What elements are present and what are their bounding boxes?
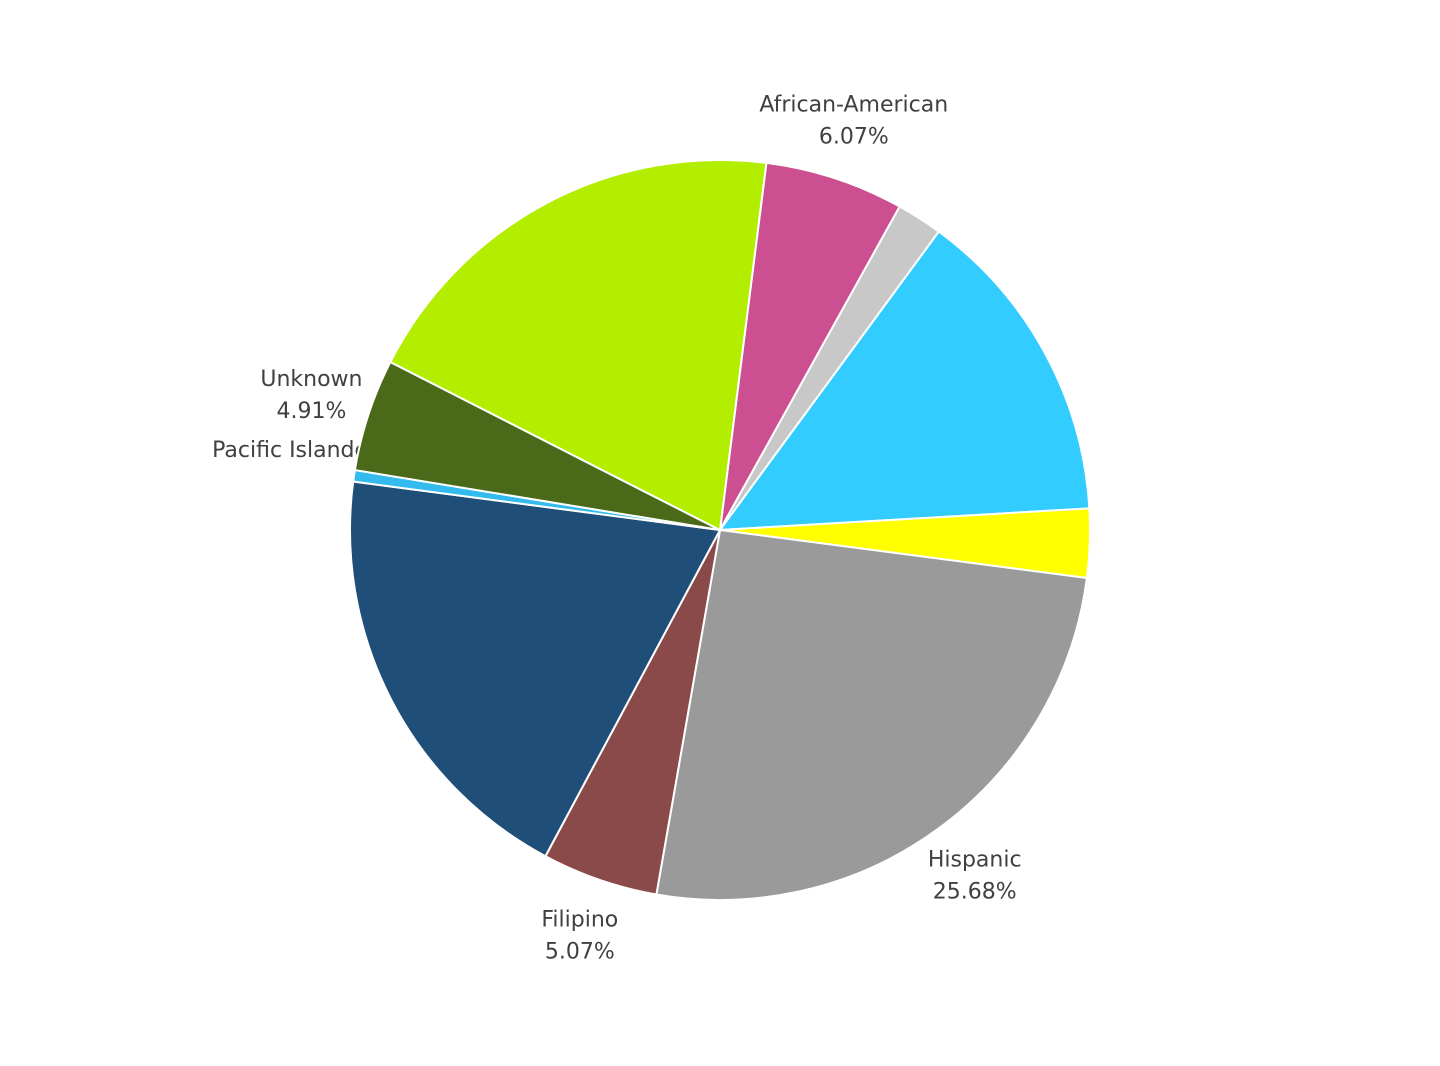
slice-label: Unknown: [260, 367, 362, 392]
slice-label: African-American: [759, 92, 948, 117]
slice-value-label: 25.68%: [933, 879, 1017, 904]
slice-value-label: 5.07%: [545, 940, 615, 965]
slice-value-label: 4.91%: [276, 399, 346, 424]
slice-label: Filipino: [541, 908, 618, 933]
slice-label: Hispanic: [928, 847, 1022, 872]
slice-value-label: 6.07%: [819, 124, 889, 149]
pie-slice: [717, 230, 1091, 532]
pie-slice: [655, 528, 1088, 901]
pie-slice: [388, 159, 768, 532]
pie-slice: [349, 480, 722, 858]
slice-label: Pacific Islander: [212, 438, 378, 463]
pie-slice: [719, 161, 902, 531]
